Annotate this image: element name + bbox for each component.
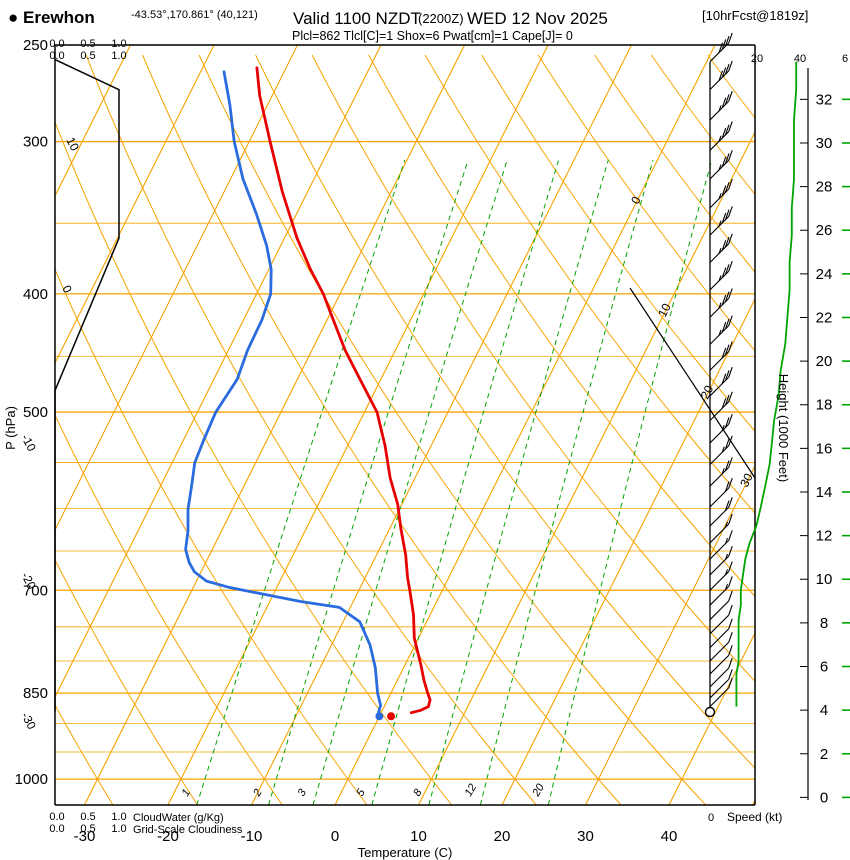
svg-text:12: 12 [816, 528, 833, 545]
temperature-axis-label: Temperature (C) [358, 845, 453, 860]
svg-text:10: 10 [655, 301, 674, 320]
svg-text:16: 16 [816, 440, 833, 457]
svg-text:8: 8 [820, 615, 828, 632]
svg-text:20: 20 [698, 383, 717, 402]
svg-text:10: 10 [410, 828, 427, 845]
svg-text:18: 18 [816, 397, 833, 414]
svg-text:5: 5 [354, 786, 368, 798]
svg-text:2: 2 [251, 787, 265, 799]
svg-text:1.0: 1.0 [111, 50, 126, 62]
cloudwater-scale-label: CloudWater (g/Kg) [133, 812, 224, 824]
svg-text:2: 2 [820, 746, 828, 763]
surface-dewpoint-dot [375, 712, 384, 721]
svg-text:0.0: 0.0 [49, 811, 64, 823]
surface-temperature-dot [387, 712, 396, 721]
skewt-background-grid [55, 45, 755, 805]
svg-text:500: 500 [23, 404, 48, 421]
svg-text:300: 300 [23, 134, 48, 151]
svg-text:12: 12 [463, 782, 480, 799]
height-axis-label: Height (1000 Feet) [776, 374, 791, 482]
svg-text:0.5: 0.5 [80, 823, 95, 835]
svg-text:1.0: 1.0 [111, 823, 126, 835]
speed-axis-label: Speed (kt) [727, 810, 782, 824]
dewpoint-trace [184, 70, 382, 716]
forecast-info: [10hrFcst@1819z] [702, 8, 808, 23]
svg-text:28: 28 [816, 179, 833, 196]
svg-text:850: 850 [23, 685, 48, 702]
sounding-traces [184, 66, 432, 721]
stability-indices: Plcl=862 Tlcl[C]=1 Shox=6 Pwat[cm]=1 Cap… [292, 29, 573, 43]
svg-text:3: 3 [296, 786, 310, 798]
svg-text:700: 700 [23, 582, 48, 599]
svg-text:14: 14 [816, 484, 833, 501]
svg-text:-20: -20 [157, 828, 179, 845]
svg-text:20: 20 [494, 828, 511, 845]
cloudiness-scale-label: Grid-Scale Cloudiness [133, 824, 243, 836]
svg-text:6: 6 [820, 659, 828, 676]
station-name: ● Erewhon [8, 8, 95, 27]
station-coords: -43.53°,170.861° (40,121) [131, 9, 258, 21]
svg-text:32: 32 [816, 91, 833, 108]
svg-text:6: 6 [842, 53, 848, 65]
valid-date: WED 12 Nov 2025 [467, 9, 608, 28]
svg-text:40: 40 [661, 828, 678, 845]
cloudiness-profile-line [54, 58, 120, 712]
pressure-axis-label: P (hPa) [3, 406, 18, 450]
svg-text:0.5: 0.5 [80, 811, 95, 823]
svg-text:250: 250 [23, 37, 48, 54]
svg-text:-10: -10 [18, 432, 39, 454]
surface-wind-circle [704, 706, 716, 718]
svg-text:1000: 1000 [15, 771, 48, 788]
svg-text:-10: -10 [241, 828, 263, 845]
svg-text:30: 30 [816, 135, 833, 152]
svg-text:0.0: 0.0 [49, 823, 64, 835]
svg-text:400: 400 [23, 286, 48, 303]
svg-text:26: 26 [816, 222, 833, 239]
svg-text:1.0: 1.0 [111, 38, 126, 50]
svg-text:20: 20 [751, 53, 763, 65]
svg-text:0: 0 [331, 828, 339, 845]
valid-time-z: (2200Z) [418, 11, 464, 26]
svg-text:0.5: 0.5 [80, 50, 95, 62]
svg-text:-30: -30 [74, 828, 96, 845]
svg-text:0: 0 [820, 789, 828, 806]
svg-text:1.0: 1.0 [111, 811, 126, 823]
svg-text:40: 40 [794, 53, 806, 65]
wind-barb-column [704, 32, 733, 718]
wind-speed-curve [735, 61, 798, 707]
svg-text:0: 0 [628, 194, 644, 207]
svg-text:20: 20 [530, 781, 547, 799]
boundary-cut-line [629, 287, 756, 479]
svg-text:20: 20 [816, 353, 833, 370]
svg-text:0.0: 0.0 [49, 50, 64, 62]
svg-text:-30: -30 [18, 710, 39, 732]
svg-text:0.0: 0.0 [49, 38, 64, 50]
temperature-trace [255, 66, 432, 715]
svg-text:1: 1 [180, 787, 193, 798]
cloud-scale-rows: 0.0 0.5 1.0 0.0 0.5 1.0 0.0 0.5 1.0 0.0 0.5 1.0 [49, 38, 126, 835]
svg-text:10: 10 [63, 135, 82, 154]
svg-text:24: 24 [816, 266, 833, 283]
svg-text:10: 10 [816, 571, 833, 588]
speed-axis-origin: 0 [708, 812, 714, 824]
svg-text:22: 22 [816, 309, 833, 326]
svg-text:0.5: 0.5 [80, 38, 95, 50]
svg-text:30: 30 [737, 471, 756, 490]
svg-text:30: 30 [577, 828, 594, 845]
svg-text:4: 4 [820, 702, 828, 719]
valid-time: Valid 1100 NZDT [293, 9, 421, 28]
